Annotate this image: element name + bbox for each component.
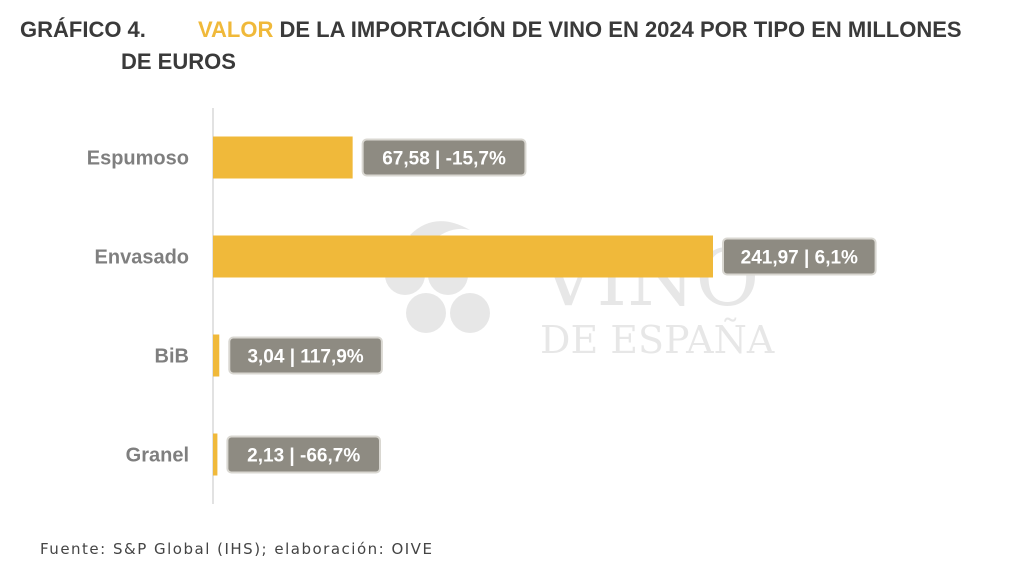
chart-title: GRÁFICO 4. VALOR DE LA IMPORTACIÓN DE VIN… [20,14,1010,78]
data-label-box-granel [226,435,382,474]
data-label-espumoso: 67,58 | -15,7% [382,149,506,170]
data-label-granel: 2,13 | -66,7% [247,446,360,467]
data-label-bib: 3,04 | 117,9% [247,347,363,368]
chart-number: GRÁFICO 4. [20,17,146,42]
source-note: Fuente: S&P Global (IHS); elaboración: O… [40,540,434,558]
category-label-envasado: Envasado [95,247,189,269]
data-label-envasado: 241,97 | 6,1% [741,248,858,269]
bar-espumoso [213,136,353,179]
category-label-espumoso: Espumoso [87,148,189,170]
category-label-bib: BiB [155,346,189,368]
title-line2: DE EUROS [121,49,236,74]
category-label-granel: Granel [126,445,189,467]
data-label-box-espumoso [361,138,527,177]
title-highlight: VALOR [198,17,274,42]
data-label-box-bib [228,336,383,375]
data-label-box-envasado [722,237,877,276]
bar-envasado [213,235,713,278]
bar-granel [213,433,218,476]
title-rest: DE LA IMPORTACIÓN DE VINO EN 2024 POR TI… [273,17,962,42]
bar-bib [213,334,220,377]
